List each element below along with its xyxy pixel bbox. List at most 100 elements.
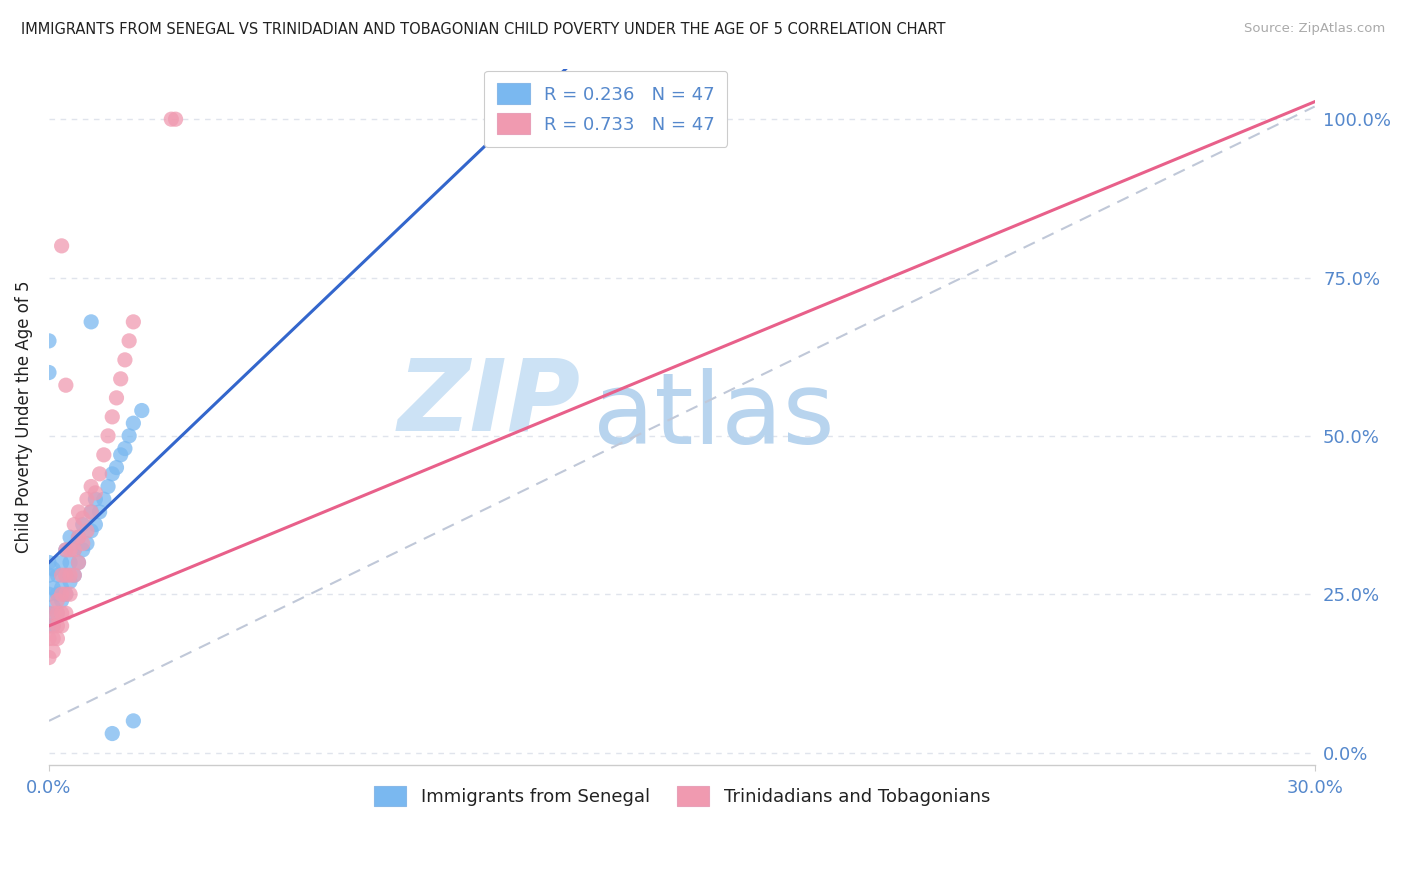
Point bbox=[59, 530, 82, 544]
Point bbox=[42, 619, 65, 633]
Point bbox=[38, 568, 60, 582]
Point bbox=[93, 448, 115, 462]
Point bbox=[72, 536, 94, 550]
Text: ZIP: ZIP bbox=[398, 354, 581, 451]
Point bbox=[51, 556, 73, 570]
Point bbox=[97, 429, 120, 443]
Point bbox=[63, 542, 86, 557]
Point bbox=[55, 587, 77, 601]
Text: Source: ZipAtlas.com: Source: ZipAtlas.com bbox=[1244, 22, 1385, 36]
Point bbox=[67, 556, 90, 570]
Point bbox=[101, 409, 124, 424]
Point bbox=[42, 632, 65, 646]
Point bbox=[42, 599, 65, 614]
Point bbox=[42, 562, 65, 576]
Point bbox=[76, 492, 98, 507]
Point bbox=[105, 391, 128, 405]
Point bbox=[114, 442, 136, 456]
Point bbox=[42, 619, 65, 633]
Point bbox=[51, 581, 73, 595]
Point bbox=[105, 460, 128, 475]
Text: IMMIGRANTS FROM SENEGAL VS TRINIDADIAN AND TOBAGONIAN CHILD POVERTY UNDER THE AG: IMMIGRANTS FROM SENEGAL VS TRINIDADIAN A… bbox=[21, 22, 946, 37]
Text: atlas: atlas bbox=[593, 368, 835, 466]
Point bbox=[55, 568, 77, 582]
Point bbox=[89, 505, 111, 519]
Legend: Immigrants from Senegal, Trinidadians and Tobagonians: Immigrants from Senegal, Trinidadians an… bbox=[364, 777, 1000, 815]
Point bbox=[46, 587, 69, 601]
Point bbox=[165, 112, 187, 127]
Point bbox=[76, 524, 98, 538]
Point bbox=[38, 650, 60, 665]
Point bbox=[42, 581, 65, 595]
Point bbox=[160, 112, 183, 127]
Point bbox=[38, 619, 60, 633]
Point bbox=[51, 619, 73, 633]
Point bbox=[63, 542, 86, 557]
Point bbox=[67, 556, 90, 570]
Point bbox=[80, 524, 103, 538]
Point bbox=[89, 467, 111, 481]
Y-axis label: Child Poverty Under the Age of 5: Child Poverty Under the Age of 5 bbox=[15, 281, 32, 553]
Point bbox=[46, 606, 69, 620]
Point bbox=[46, 632, 69, 646]
Point bbox=[80, 505, 103, 519]
Point bbox=[101, 726, 124, 740]
Point bbox=[51, 568, 73, 582]
Point bbox=[122, 416, 145, 430]
Point bbox=[118, 334, 141, 348]
Point bbox=[55, 542, 77, 557]
Point bbox=[42, 644, 65, 658]
Point bbox=[101, 467, 124, 481]
Point bbox=[67, 530, 90, 544]
Point bbox=[72, 517, 94, 532]
Point bbox=[59, 574, 82, 589]
Point bbox=[38, 334, 60, 348]
Point bbox=[72, 542, 94, 557]
Point bbox=[84, 486, 107, 500]
Point bbox=[76, 536, 98, 550]
Point bbox=[59, 587, 82, 601]
Point bbox=[67, 505, 90, 519]
Point bbox=[110, 372, 132, 386]
Point bbox=[51, 239, 73, 253]
Point bbox=[80, 479, 103, 493]
Point bbox=[114, 352, 136, 367]
Point bbox=[38, 366, 60, 380]
Point bbox=[51, 587, 73, 601]
Point bbox=[122, 714, 145, 728]
Point bbox=[55, 542, 77, 557]
Point bbox=[63, 568, 86, 582]
Point bbox=[84, 492, 107, 507]
Point bbox=[55, 606, 77, 620]
Point bbox=[59, 568, 82, 582]
Point bbox=[93, 492, 115, 507]
Point bbox=[59, 542, 82, 557]
Point bbox=[51, 593, 73, 607]
Point bbox=[80, 505, 103, 519]
Point bbox=[63, 517, 86, 532]
Point bbox=[51, 606, 73, 620]
Point bbox=[80, 315, 103, 329]
Point bbox=[46, 593, 69, 607]
Point bbox=[97, 479, 120, 493]
Point bbox=[46, 606, 69, 620]
Point bbox=[122, 315, 145, 329]
Point bbox=[63, 568, 86, 582]
Point bbox=[67, 530, 90, 544]
Point bbox=[42, 606, 65, 620]
Point bbox=[84, 517, 107, 532]
Point bbox=[46, 619, 69, 633]
Point bbox=[38, 606, 60, 620]
Point bbox=[72, 511, 94, 525]
Point bbox=[131, 403, 153, 417]
Point bbox=[118, 429, 141, 443]
Point bbox=[55, 568, 77, 582]
Point bbox=[38, 587, 60, 601]
Point bbox=[38, 632, 60, 646]
Point bbox=[110, 448, 132, 462]
Point bbox=[59, 556, 82, 570]
Point bbox=[55, 378, 77, 392]
Point bbox=[46, 568, 69, 582]
Point bbox=[55, 587, 77, 601]
Point bbox=[38, 556, 60, 570]
